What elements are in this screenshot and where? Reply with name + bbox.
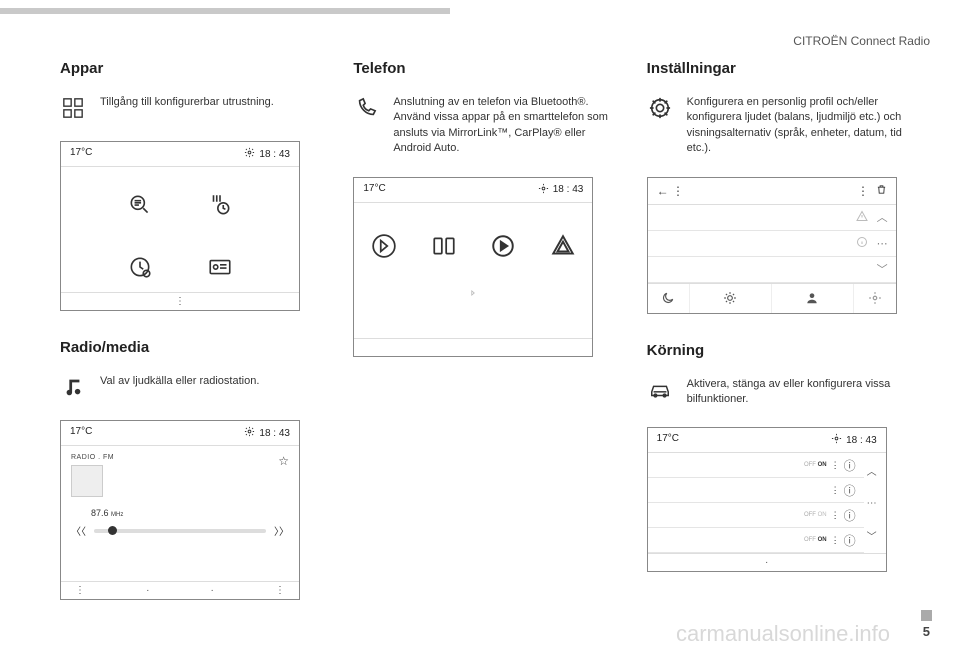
menu-dots-icon[interactable]: ⋮ [275, 585, 285, 596]
night-icon[interactable] [648, 284, 690, 313]
row-dots-icon[interactable]: ⋮ [831, 535, 840, 546]
on-label: ON [818, 512, 827, 518]
more-dots-icon[interactable]: ⋯ [877, 237, 888, 250]
drive-screen-time: 18 : 43 [846, 435, 877, 446]
tune-slider[interactable] [94, 529, 266, 533]
warning-icon [856, 210, 868, 225]
column-2: Telefon Anslutning av en telefon via Blu… [353, 60, 616, 649]
info-circle-icon[interactable]: ⓘ [844, 457, 856, 474]
bt-icon[interactable] [371, 233, 397, 265]
gear-mini-icon [244, 147, 255, 161]
korning-screen: 17°C 18 : 43 OFF ON ⋮ ⓘ ⋮ [647, 427, 887, 572]
phone-screen-temp: 17°C [363, 183, 385, 197]
settings-gear-icon [647, 95, 673, 121]
seek-fwd-icon[interactable]: 〉〉 [274, 523, 289, 538]
on-label: ON [818, 462, 827, 468]
off-label: OFF [804, 462, 816, 468]
radio-screen-time: 18 : 43 [259, 428, 290, 439]
drive-row[interactable]: OFF ON ⋮ ⓘ [648, 503, 866, 528]
phone-screen-time: 18 : 43 [553, 184, 584, 195]
gear-mini-icon [538, 183, 549, 197]
top-accent-bar [0, 8, 450, 14]
footer-dot-icon[interactable]: · [765, 557, 768, 568]
info-circle-icon[interactable]: ⓘ [844, 532, 856, 549]
chevron-up-icon[interactable]: ︿ [877, 209, 888, 225]
info-icon [856, 236, 868, 251]
on-label: ON [818, 537, 827, 543]
drive-screen-temp: 17°C [657, 433, 679, 447]
settings-screen: ← ⋮ ⋮ ︿ ⋯ [647, 177, 897, 314]
apps-grid-icon [60, 95, 86, 121]
telefon-screen: 17°C 18 : 43 [353, 177, 593, 357]
telefon-title: Telefon [353, 60, 616, 77]
page-marker-square [921, 610, 932, 621]
drive-row[interactable]: ⋮ ⓘ [648, 478, 866, 503]
appar-desc: Tillgång till konfigurerbar utrustning. [100, 95, 274, 110]
androidauto-icon[interactable] [550, 233, 576, 265]
profile-icon[interactable] [772, 284, 854, 313]
off-label: OFF [804, 537, 816, 543]
brightness-icon[interactable] [690, 284, 772, 313]
car-icon [647, 377, 673, 403]
gear-mini-icon [244, 426, 255, 440]
freq-unit: MHz [111, 512, 123, 518]
row-dots-icon[interactable]: ⋮ [831, 485, 840, 496]
info-circle-icon[interactable]: ⓘ [844, 507, 856, 524]
radio-source-label: RADIO . FM [71, 454, 289, 461]
footer-dot-icon[interactable]: · [211, 585, 214, 596]
favorite-star-icon[interactable]: ☆ [278, 454, 289, 468]
appar-title: Appar [60, 60, 323, 77]
chevron-down-icon[interactable]: ﹀ [877, 261, 888, 277]
radio-desc: Val av ljudkälla eller radiostation. [100, 374, 259, 389]
delete-icon[interactable] [876, 184, 887, 198]
freq-value: 87.6 [91, 508, 109, 518]
appar-screen: 17°C 18 : 43 [60, 141, 300, 311]
music-note-icon [60, 374, 86, 400]
menu-dots-icon[interactable]: ⋮ [857, 184, 869, 198]
back-icon[interactable]: ← ⋮ [657, 184, 684, 198]
footer-dot-icon[interactable]: · [146, 585, 149, 596]
list-search-icon[interactable] [120, 185, 160, 225]
clock-gear-icon[interactable] [120, 247, 160, 287]
column-1: Appar Tillgång till konfigurerbar utrust… [60, 60, 323, 649]
mirrorlink-icon[interactable] [431, 233, 457, 265]
off-label: OFF [804, 512, 816, 518]
appar-screen-time: 18 : 43 [259, 149, 290, 160]
seek-back-icon[interactable]: 〈〈 [71, 523, 86, 538]
korning-desc: Aktivera, stänga av eller konfigurera vi… [687, 377, 910, 408]
chevron-down-icon[interactable]: ﹀ [867, 528, 877, 543]
column-3: Inställningar Konfigurera en personlig p… [647, 60, 910, 649]
drive-row[interactable]: OFF ON ⋮ ⓘ [648, 453, 866, 478]
drive-row[interactable]: OFF ON ⋮ ⓘ [648, 528, 866, 553]
map-clock-icon[interactable] [200, 185, 240, 225]
menu-dots-icon[interactable]: ⋮ [75, 585, 85, 596]
row-dots-icon[interactable]: ⋮ [831, 460, 840, 471]
album-art-placeholder [71, 465, 103, 497]
header-title: CITROËN Connect Radio [793, 34, 930, 48]
gear-small-icon[interactable] [854, 284, 896, 313]
radio-title: Radio/media [60, 339, 323, 356]
gear-mini-icon [831, 433, 842, 447]
appar-screen-temp: 17°C [70, 147, 92, 161]
installningar-title: Inställningar [647, 60, 910, 77]
bt-mini-icon [354, 284, 592, 309]
korning-title: Körning [647, 342, 910, 359]
carplay-icon[interactable] [490, 233, 516, 265]
radio-screen: 17°C 18 : 43 ☆ RADIO . FM 87.6 MHz 〈〈 [60, 420, 300, 600]
telefon-desc: Anslutning av en telefon via Bluetooth®.… [393, 95, 616, 157]
info-circle-icon[interactable]: ⓘ [844, 482, 856, 499]
row-dots-icon[interactable]: ⋮ [831, 510, 840, 521]
card-icon[interactable] [200, 247, 240, 287]
radio-screen-temp: 17°C [70, 426, 92, 440]
installningar-desc: Konfigurera en personlig profil och/elle… [687, 95, 910, 157]
phone-handset-icon [353, 95, 379, 121]
chevron-up-icon[interactable]: ︿ [867, 463, 877, 478]
more-dots-icon[interactable]: ⋯ [867, 498, 877, 509]
page-number: 5 [923, 624, 930, 639]
